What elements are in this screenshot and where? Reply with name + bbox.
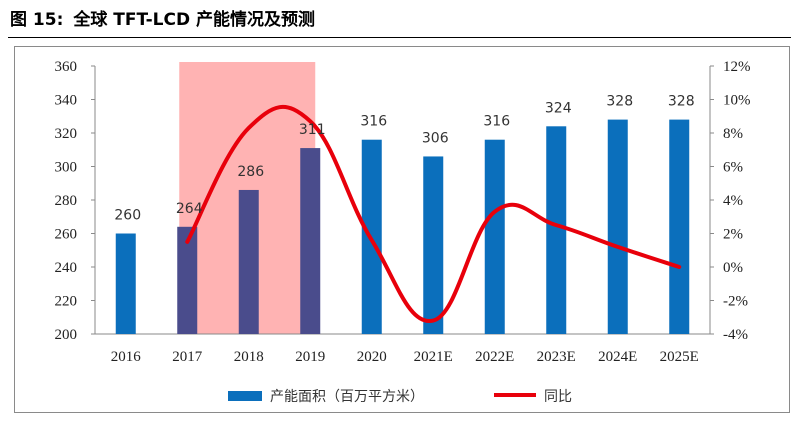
bar-value-label: 311 [299,122,326,138]
x-tick-label: 2017 [172,349,203,365]
title-rule [8,37,791,38]
x-tick-label: 2025E [660,349,699,365]
y-right-tick-label: -2% [723,294,748,310]
x-tick-label: 2018 [234,349,264,365]
y-right-tick-label: 10% [723,93,751,109]
y-left-tick-label: 200 [55,327,78,343]
bar-value-label: 316 [483,114,510,130]
y-left-tick-label: 240 [55,260,78,276]
y-left-tick-label: 320 [55,126,78,142]
x-tick-label: 2020 [357,349,387,365]
chart-frame [14,46,790,413]
figure-label: 图 15: [10,10,64,30]
y-right-tick-label: 2% [723,227,743,243]
y-right-tick-label: -4% [723,327,748,343]
y-right-tick-label: 4% [723,193,743,209]
bar-value-label: 260 [114,208,141,224]
y-left-tick-label: 280 [55,193,78,209]
y-left-tick-label: 360 [55,59,78,75]
y-right-tick-label: 8% [723,126,743,142]
bar [238,189,259,334]
y-right-tick-label: 0% [723,260,743,276]
figure-title-text: 全球 TFT-LCD 产能情况及预测 [73,10,315,30]
x-tick-label: 2023E [537,349,576,365]
figure-title: 图 15: 全球 TFT-LCD 产能情况及预测 [10,6,325,34]
x-tick-label: 2021E [414,349,453,365]
y-right-tick-label: 12% [723,59,751,75]
bar-value-label: 264 [176,201,203,217]
bar [607,119,628,334]
x-tick-label: 2019 [295,349,325,365]
bar [669,119,690,334]
bar [115,233,136,334]
y-right-tick-label: 6% [723,160,743,176]
bar [177,226,198,334]
x-tick-label: 2016 [111,349,142,365]
bar [423,156,444,334]
y-left-tick-label: 340 [55,93,78,109]
bar-value-label: 306 [422,130,449,146]
bar-value-label: 328 [606,94,633,110]
x-tick-label: 2022E [475,349,514,365]
x-tick-label: 2024E [598,349,637,365]
yoy-line [185,104,682,323]
bar-value-label: 286 [237,164,264,180]
y-left-tick-label: 220 [55,294,78,310]
y-left-tick-label: 300 [55,160,78,176]
bar [484,139,505,334]
bar-value-label: 316 [360,114,387,130]
bar [546,126,567,334]
bar-value-label: 328 [668,94,695,110]
y-left-tick-label: 260 [55,227,78,243]
bar [300,148,321,334]
legend-line-label: 同比 [544,389,572,405]
legend-bar-swatch [228,391,262,401]
legend-bar-label: 产能面积（百万平方米） [270,389,424,405]
bar-value-label: 324 [545,100,572,116]
